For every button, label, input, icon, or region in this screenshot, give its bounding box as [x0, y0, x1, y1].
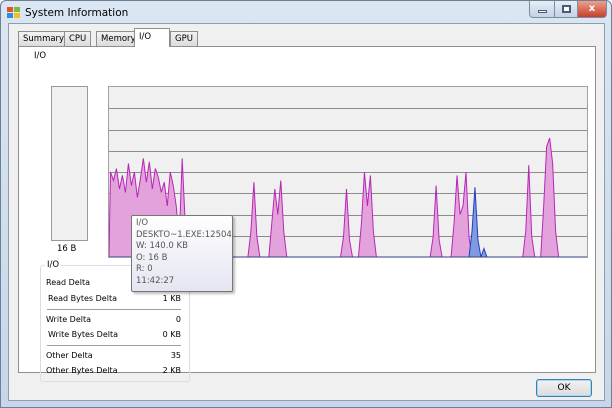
row-read-bytes-delta: Read Bytes Delta 1 KB	[48, 294, 181, 303]
client-area: Summary CPU Memory I/O GPU I/O 16 B I/O …	[8, 23, 605, 401]
row-label: Write Delta	[46, 315, 92, 324]
maximize-icon	[562, 5, 571, 13]
tooltip-time: 11:42:27	[136, 275, 175, 286]
io-group-label: I/O	[45, 260, 62, 270]
row-label: Read Delta	[46, 278, 90, 287]
row-read-delta: Read Delta	[46, 278, 181, 287]
row-value: 1 KB	[162, 294, 181, 303]
row-label: Write Bytes Delta	[48, 330, 118, 339]
row-value: 0	[175, 315, 181, 324]
tooltip-process: DESKTO~1.EXE:12504	[136, 229, 232, 240]
tab-io[interactable]: I/O	[134, 28, 170, 47]
row-label: Other Bytes Delta	[46, 366, 118, 375]
ok-button[interactable]: OK	[536, 379, 592, 397]
row-value: 0 KB	[162, 330, 181, 339]
tab-label: GPU	[175, 34, 193, 44]
tooltip-title: I/O	[136, 218, 149, 228]
row-write-bytes-delta: Write Bytes Delta 0 KB	[48, 330, 181, 339]
tab-label: I/O	[139, 32, 152, 42]
io-tab-panel: I/O 16 B I/O Read Delta Read Bytes Delta…	[18, 46, 596, 382]
graph-tooltip: I/O DESKTO~1.EXE:12504 W: 140.0 KB O: 16…	[131, 215, 233, 292]
tab-label: CPU	[69, 34, 87, 44]
tab-cpu[interactable]: CPU	[64, 31, 92, 46]
tooltip-read: R: 0	[136, 264, 153, 275]
row-label: Read Bytes Delta	[48, 294, 117, 303]
app-icon	[7, 7, 20, 18]
row-other-delta: Other Delta 35	[46, 351, 181, 360]
tab-summary[interactable]: Summary	[18, 31, 70, 46]
row-value: 35	[170, 351, 181, 360]
row-label: Other Delta	[46, 351, 93, 360]
io-groupbox: I/O Read Delta Read Bytes Delta 1 KB Writ…	[40, 260, 190, 382]
row-write-delta: Write Delta 0	[46, 315, 181, 324]
row-other-bytes-delta: Other Bytes Delta 2 KB	[46, 366, 181, 375]
tab-gpu[interactable]: GPU	[170, 31, 198, 46]
maximize-button[interactable]	[554, 1, 578, 18]
io-minibar-value: 16 B	[57, 244, 77, 254]
divider	[47, 345, 181, 346]
window-title: System Information	[25, 7, 129, 19]
close-button[interactable]: x	[577, 1, 607, 18]
close-icon: x	[588, 3, 596, 14]
tab-label: Memory	[101, 34, 136, 44]
io-section-label: I/O	[34, 51, 47, 61]
minimize-button[interactable]	[529, 1, 555, 18]
tooltip-other: O: 16 B	[136, 252, 168, 263]
io-minibar	[51, 86, 88, 241]
minimize-icon	[538, 10, 547, 13]
tab-label: Summary	[23, 34, 65, 44]
tooltip-write: W: 140.0 KB	[136, 241, 188, 252]
row-value: 2 KB	[162, 366, 181, 375]
divider	[47, 309, 181, 310]
